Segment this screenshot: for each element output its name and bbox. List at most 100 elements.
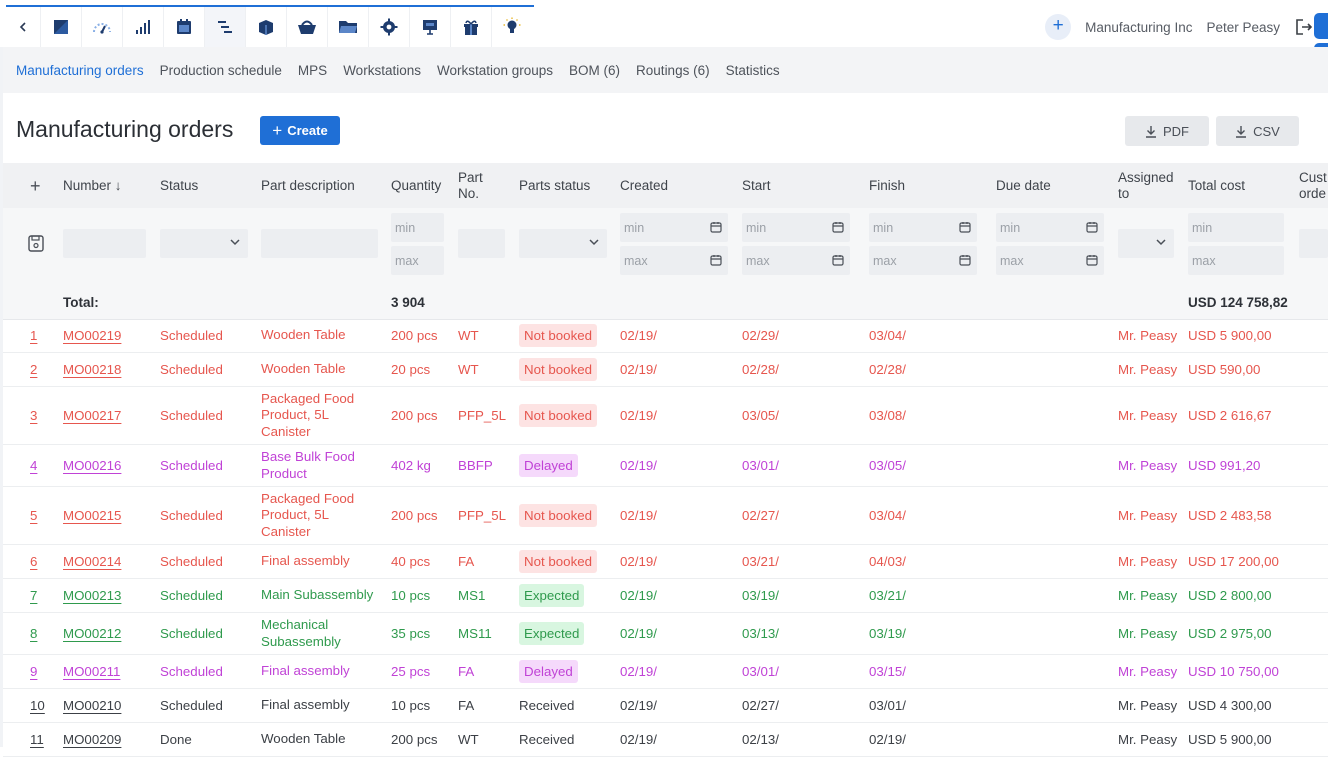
due-date-min-date-input[interactable]: min xyxy=(996,213,1104,242)
order-number-link[interactable]: MO00211 xyxy=(63,664,121,679)
finish-max-date-input[interactable]: max xyxy=(869,246,977,275)
row-index[interactable]: 4 xyxy=(30,458,38,473)
bar-chart-icon[interactable] xyxy=(122,7,163,47)
row-index[interactable]: 6 xyxy=(30,554,38,569)
assigned-to-filter-select[interactable] xyxy=(1118,229,1174,258)
book-icon[interactable] xyxy=(40,7,81,47)
number-filter-input[interactable] xyxy=(63,229,146,258)
order-number-link[interactable]: MO00209 xyxy=(63,732,122,747)
row-index[interactable]: 1 xyxy=(30,328,38,343)
start-max-date-input[interactable]: max xyxy=(742,246,850,275)
created-max-date-input[interactable]: max xyxy=(620,246,728,275)
table-row[interactable]: 8 MO00212 Scheduled Mechanical Subassembly 3… xyxy=(3,613,1328,655)
row-index[interactable]: 11 xyxy=(30,732,44,747)
start-date-cell: 03/21/ xyxy=(742,554,779,569)
total-cost-min-input[interactable]: min xyxy=(1188,213,1284,242)
total-cost-max-input[interactable]: max xyxy=(1188,246,1284,275)
manufacturing-icon[interactable] xyxy=(204,7,245,47)
table-row[interactable]: 6 MO00214 Scheduled Final assembly 40 pcs FA N… xyxy=(3,545,1328,579)
status-filter-select[interactable] xyxy=(160,229,248,258)
row-index[interactable]: 2 xyxy=(30,362,38,377)
subnav-item-workstations[interactable]: Workstations xyxy=(343,62,421,78)
order-number-link[interactable]: MO00219 xyxy=(63,328,122,343)
col-header-finish[interactable]: Finish xyxy=(869,177,906,193)
order-number-link[interactable]: MO00216 xyxy=(63,458,122,473)
subnav-item-manufacturing-orders[interactable]: Manufacturing orders xyxy=(16,62,144,78)
row-index[interactable]: 9 xyxy=(30,664,38,679)
csv-export-button[interactable]: CSV xyxy=(1216,116,1299,146)
order-number-link[interactable]: MO00210 xyxy=(63,698,122,713)
col-header-parts-status[interactable]: Parts status xyxy=(519,177,591,193)
finish-min-date-input[interactable]: min xyxy=(869,213,977,242)
table-row[interactable]: 1 MO00219 Scheduled Wooden Table 200 pcs WT No… xyxy=(3,319,1328,353)
order-number-link[interactable]: MO00212 xyxy=(63,626,122,641)
start-date-cell-wrap: 03/13/ xyxy=(742,613,779,654)
subnav-item-production-schedule[interactable]: Production schedule xyxy=(159,62,282,78)
order-number-link[interactable]: MO00214 xyxy=(63,554,122,569)
help-side-tab[interactable] xyxy=(1314,13,1328,39)
dashboard-icon[interactable] xyxy=(81,7,122,47)
created-date-cell-wrap: 02/19/ xyxy=(620,353,657,386)
calendar-icon[interactable] xyxy=(163,7,204,47)
col-header-customer-order[interactable]: Cust orde xyxy=(1299,169,1327,201)
logout-icon[interactable] xyxy=(1292,16,1314,38)
order-number-link[interactable]: MO00215 xyxy=(63,508,122,523)
row-index[interactable]: 8 xyxy=(30,626,38,641)
table-row[interactable]: 11 MO00209 Done Wooden Table 200 pcs WT Receiv… xyxy=(3,723,1328,757)
table-row[interactable]: 3 MO00217 Scheduled Packaged Food Product, … xyxy=(3,387,1328,445)
idea-icon[interactable] xyxy=(491,7,532,47)
table-row[interactable]: 9 MO00211 Scheduled Final assembly 25 pcs FA D… xyxy=(3,655,1328,689)
subnav-item-bom-6[interactable]: BOM (6) xyxy=(569,62,621,78)
company-name[interactable]: Manufacturing Inc xyxy=(1085,19,1193,35)
subnav-item-mps[interactable]: MPS xyxy=(297,62,328,78)
basket-icon[interactable] xyxy=(286,7,327,47)
subnav-item-statistics[interactable]: Statistics xyxy=(725,62,780,78)
user-name[interactable]: Peter Peasy xyxy=(1206,19,1280,35)
table-row[interactable]: 2 MO00218 Scheduled Wooden Table 20 pcs WT Not… xyxy=(3,353,1328,387)
gift-icon[interactable] xyxy=(450,7,491,47)
save-filter-icon[interactable] xyxy=(28,235,44,252)
order-number-link[interactable]: MO00213 xyxy=(63,588,122,603)
folder-icon[interactable] xyxy=(327,7,368,47)
col-header-due-date[interactable]: Due date xyxy=(996,177,1051,193)
row-index[interactable]: 10 xyxy=(30,698,45,713)
quantity-max-input[interactable]: max xyxy=(391,246,444,275)
col-header-part-no[interactable]: Part No. xyxy=(458,169,483,201)
top-app-bar: + Manufacturing Inc Peter Peasy xyxy=(0,0,1328,69)
table-row[interactable]: 10 MO00210 Scheduled Final assembly 10 pcs FA… xyxy=(3,689,1328,723)
col-header-total-cost[interactable]: Total cost xyxy=(1188,177,1246,193)
col-header-start[interactable]: Start xyxy=(742,177,771,193)
created-min-date-input[interactable]: min xyxy=(620,213,728,242)
row-index[interactable]: 3 xyxy=(30,408,38,423)
pdf-export-button[interactable]: PDF xyxy=(1125,116,1209,146)
subnav-item-workstation-groups[interactable]: Workstation groups xyxy=(436,62,554,78)
part-no-filter-input[interactable] xyxy=(458,229,505,258)
part-description-filter-input[interactable] xyxy=(261,229,378,258)
col-header-number[interactable]: Number ↓ xyxy=(63,177,122,193)
col-header-assigned-to[interactable]: Assigned to xyxy=(1118,169,1174,201)
order-number-link[interactable]: MO00217 xyxy=(63,408,122,423)
order-number-link[interactable]: MO00218 xyxy=(63,362,122,377)
col-header-created[interactable]: Created xyxy=(620,177,669,193)
start-min-date-input[interactable]: min xyxy=(742,213,850,242)
subnav-item-routings-6[interactable]: Routings (6) xyxy=(636,62,710,78)
stock-icon[interactable] xyxy=(245,7,286,47)
col-header-quantity[interactable]: Quantity xyxy=(391,177,442,193)
col-header-status[interactable]: Status xyxy=(160,177,199,193)
presentation-icon[interactable] xyxy=(409,7,450,47)
table-row[interactable]: 5 MO00215 Scheduled Packaged Food Product, … xyxy=(3,487,1328,545)
due-date-max-date-input[interactable]: max xyxy=(996,246,1104,275)
quantity-min-input[interactable]: min xyxy=(391,213,444,242)
table-row[interactable]: 7 MO00213 Scheduled Main Subassembly 10 pcs M… xyxy=(3,579,1328,613)
col-header-part-description[interactable]: Part description xyxy=(261,177,355,193)
back-icon[interactable] xyxy=(6,7,40,47)
create-button[interactable]: + Create xyxy=(260,116,340,145)
row-index[interactable]: 7 xyxy=(30,588,38,603)
add-column-button[interactable]: + xyxy=(30,175,41,196)
table-row[interactable]: 4 MO00216 Scheduled Base Bulk Food Product 4… xyxy=(3,445,1328,487)
customer-order-filter-input[interactable] xyxy=(1299,229,1328,258)
row-index[interactable]: 5 xyxy=(30,508,38,523)
gear-icon[interactable] xyxy=(368,7,409,47)
quick-add-button[interactable]: + xyxy=(1045,14,1072,40)
parts-status-filter-select[interactable] xyxy=(519,229,607,258)
